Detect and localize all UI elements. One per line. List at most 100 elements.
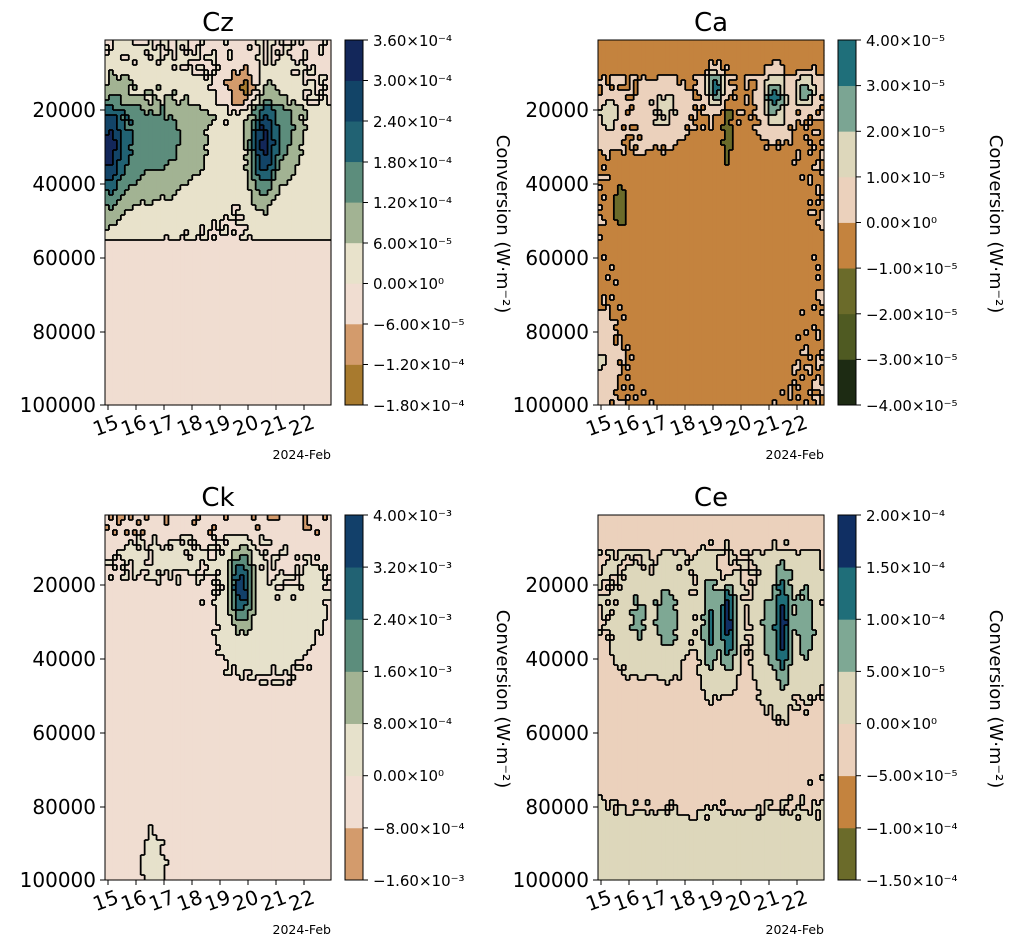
- contour-cell: [327, 335, 332, 341]
- contour-cell: [184, 240, 189, 246]
- contour-cell: [319, 100, 324, 106]
- contour-cell: [291, 110, 296, 116]
- contour-cell: [227, 150, 233, 156]
- contour-cell: [208, 300, 213, 306]
- contour-cell: [279, 240, 285, 246]
- contour-cell: [128, 305, 134, 311]
- contour-cell: [315, 175, 320, 181]
- contour-cell: [140, 40, 146, 46]
- contour-cell: [116, 70, 122, 76]
- contour-cell: [621, 75, 627, 81]
- contour-cell: [204, 40, 209, 46]
- contour-cell: [311, 60, 316, 66]
- contour-cell: [144, 195, 150, 201]
- contour-cell: [315, 160, 320, 166]
- contour-cell: [200, 105, 205, 111]
- contour-cell: [259, 155, 265, 161]
- contour-cell: [311, 130, 316, 136]
- contour-cell: [701, 70, 706, 76]
- contour-cell: [192, 165, 197, 171]
- contour-cell: [216, 250, 221, 256]
- contour-cell: [279, 315, 285, 321]
- contour-cell: [311, 80, 316, 86]
- contour-cell: [152, 245, 158, 251]
- contour-cell: [776, 75, 781, 81]
- contour-cell: [271, 240, 277, 246]
- contour-cell: [247, 310, 253, 316]
- contour-cell: [192, 330, 197, 336]
- contour-cell: [231, 70, 237, 76]
- contour-cell: [124, 390, 130, 396]
- contour-cell: [263, 380, 269, 386]
- contour-cell: [291, 180, 296, 186]
- contour-cell: [601, 60, 607, 66]
- contour-cell: [287, 400, 292, 406]
- contour-cell: [204, 400, 209, 406]
- contour-cell: [168, 45, 173, 51]
- contour-cell: [307, 175, 312, 181]
- contour-cell: [235, 290, 241, 296]
- contour-cell: [598, 55, 603, 61]
- contour-cell: [196, 275, 201, 281]
- contour-cell: [116, 125, 122, 131]
- contour-cell: [223, 90, 229, 96]
- contour-cell: [208, 375, 213, 381]
- contour-cell: [784, 40, 789, 46]
- contour-cell: [705, 55, 710, 61]
- contour-cell: [152, 320, 158, 326]
- contour-cell: [208, 150, 213, 156]
- contour-cell: [176, 375, 181, 381]
- contour-cell: [669, 90, 674, 96]
- contour-cell: [116, 220, 122, 226]
- contour-cell: [315, 370, 320, 376]
- contour-cell: [140, 165, 146, 171]
- contour-cell: [223, 150, 229, 156]
- contour-cell: [223, 65, 229, 71]
- contour-cell: [164, 70, 170, 76]
- contour-cell: [279, 90, 285, 96]
- contour-cell: [219, 370, 225, 376]
- contour-cell: [247, 325, 253, 331]
- contour-cell: [748, 40, 754, 46]
- contour-cell: [105, 115, 110, 121]
- contour-cell: [267, 50, 273, 56]
- contour-cell: [267, 385, 273, 391]
- contour-cell: [192, 90, 197, 96]
- contour-cell: [204, 390, 209, 396]
- contour-cell: [299, 340, 304, 346]
- contour-cell: [144, 155, 150, 161]
- contour-cell: [156, 305, 162, 311]
- contour-cell: [303, 170, 308, 176]
- contour-cell: [661, 70, 666, 76]
- contour-cell: [148, 170, 154, 176]
- contour-cell: [188, 85, 193, 91]
- contour-cell: [693, 75, 698, 81]
- contour-cell: [311, 70, 316, 76]
- contour-cell: [196, 280, 201, 286]
- contour-cell: [247, 120, 253, 126]
- contour-cell: [105, 215, 110, 221]
- contour-cell: [112, 110, 118, 116]
- contour-cell: [164, 75, 170, 81]
- contour-cell: [231, 225, 237, 231]
- contour-cell: [598, 50, 603, 56]
- contour-cell: [327, 280, 332, 286]
- contour-cell: [784, 55, 789, 61]
- contour-cell: [295, 380, 300, 386]
- contour-cell: [323, 250, 328, 256]
- contour-cell: [661, 60, 666, 66]
- contour-cell: [752, 85, 758, 91]
- contour-cell: [196, 155, 201, 161]
- contour-cell: [661, 90, 666, 96]
- contour-cell: [800, 90, 805, 96]
- contour-cell: [271, 275, 277, 281]
- contour-cell: [231, 240, 237, 246]
- contour-cell: [709, 50, 714, 56]
- contour-cell: [172, 335, 177, 341]
- contour-cell: [164, 395, 170, 401]
- contour-cell: [219, 290, 225, 296]
- contour-cell: [231, 275, 237, 281]
- contour-cell: [287, 70, 292, 76]
- contour-cell: [657, 50, 663, 56]
- contour-cell: [752, 55, 758, 61]
